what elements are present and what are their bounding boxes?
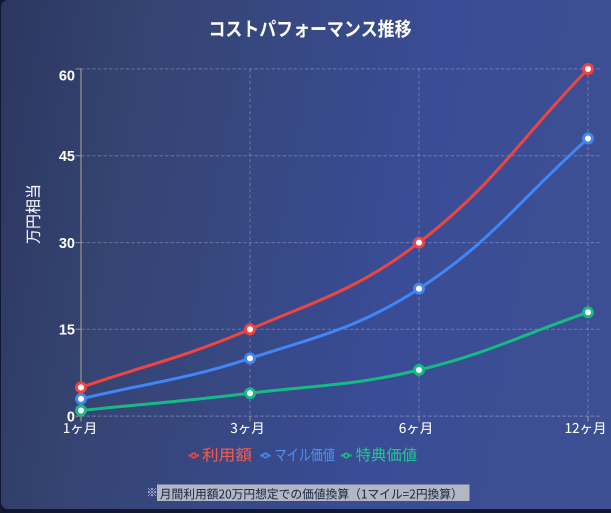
svg-text:60: 60 [59, 69, 75, 85]
svg-text:1ヶ月: 1ヶ月 [63, 417, 98, 437]
svg-text:30: 30 [59, 236, 75, 252]
svg-text:45: 45 [59, 149, 75, 165]
svg-text:特典価値: 特典価値 [356, 444, 418, 466]
svg-text:6ヶ月: 6ヶ月 [399, 417, 434, 437]
svg-text:3ヶ月: 3ヶ月 [230, 417, 265, 437]
svg-text:利用額: 利用額 [202, 444, 253, 466]
svg-text:月間利用額20万円想定での価値換算（1マイル=2円換算）: 月間利用額20万円想定での価値換算（1マイル=2円換算） [160, 484, 463, 502]
svg-text:コストパフォーマンス推移: コストパフォーマンス推移 [209, 13, 412, 42]
svg-text:0: 0 [67, 409, 75, 425]
svg-text:15: 15 [59, 323, 75, 339]
svg-text:マイル価値: マイル価値 [275, 444, 336, 466]
svg-text:万円相当: 万円相当 [20, 184, 44, 244]
svg-text:※: ※ [146, 484, 158, 500]
svg-text:12ヶ月: 12ヶ月 [564, 417, 606, 437]
